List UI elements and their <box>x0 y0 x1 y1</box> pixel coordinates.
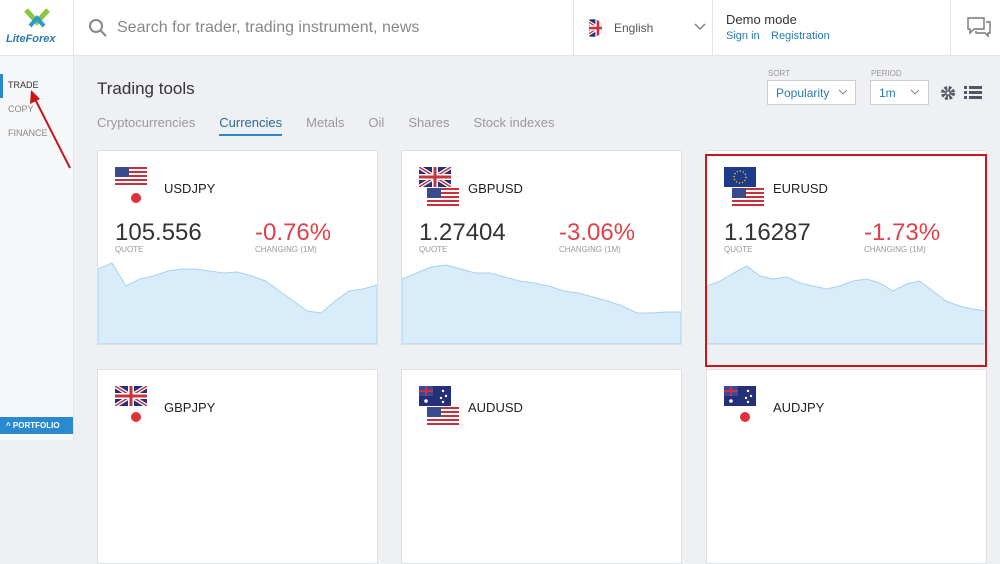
currency-flags <box>115 167 149 208</box>
instrument-card[interactable]: GBPUSD 1.27404 QUOTE -3.06% CHANGING (1M… <box>401 150 682 345</box>
divider <box>712 0 713 55</box>
change-label: CHANGING (1M) <box>255 245 317 254</box>
divider <box>950 0 951 55</box>
sparkline <box>98 262 377 344</box>
currency-flags <box>419 386 459 427</box>
sign-in-link[interactable]: Sign in <box>726 30 760 42</box>
search-input[interactable]: Search for trader, trading instrument, n… <box>117 19 420 36</box>
nav-item[interactable]: TRADE <box>8 80 39 90</box>
quote: 1.27404 <box>419 219 506 246</box>
period-select[interactable]: 1m <box>870 80 929 105</box>
period-label: PERIOD <box>871 69 902 78</box>
symbol: EURUSD <box>773 181 828 196</box>
sparkline-area <box>98 262 377 344</box>
chevron <box>694 23 706 30</box>
instrument-card[interactable]: USDJPY 105.556 QUOTE -0.76% CHANGING (1M… <box>97 150 378 345</box>
tab[interactable]: Shares <box>408 115 450 130</box>
sort-label: SORT <box>768 69 791 78</box>
nav-item[interactable]: COPY <box>8 104 34 114</box>
top-bar: LiteForex Search for trader, trading ins… <box>0 0 1000 56</box>
list-view-button[interactable] <box>964 85 982 101</box>
quote: 1.16287 <box>724 219 811 246</box>
change-label: CHANGING (1M) <box>864 245 926 254</box>
currency-flags <box>115 386 149 427</box>
symbol: AUDUSD <box>468 400 523 415</box>
portfolio-label: PORTFOLIO <box>12 421 60 430</box>
instrument-card[interactable]: AUDJPY <box>706 369 987 564</box>
tab[interactable]: Currencies <box>219 115 283 136</box>
tab[interactable]: Oil <box>368 115 385 130</box>
chevron <box>910 89 920 95</box>
currency-flags <box>419 167 459 208</box>
annotation-arrow <box>30 90 71 169</box>
divider <box>73 0 74 55</box>
account-status: Demo mode <box>726 12 797 27</box>
sparkline-area <box>402 264 681 344</box>
language-flag <box>589 19 607 37</box>
registration-link[interactable]: Registration <box>771 30 830 42</box>
symbol: AUDJPY <box>773 400 825 415</box>
language-select[interactable]: English <box>614 21 654 35</box>
symbol: GBPJPY <box>164 400 216 415</box>
sparkline <box>707 265 986 344</box>
logo[interactable]: LiteForex <box>6 33 56 45</box>
change: -3.06% <box>559 219 636 246</box>
sort-select[interactable]: Popularity <box>767 80 856 105</box>
quote: 105.556 <box>115 219 202 246</box>
instrument-card[interactable]: GBPJPY <box>97 369 378 564</box>
active-indicator <box>0 74 3 98</box>
logo-icon <box>24 8 50 28</box>
search-icon <box>89 19 107 37</box>
tab[interactable]: Metals <box>306 115 345 130</box>
divider <box>573 0 574 55</box>
change: -0.76% <box>255 219 332 246</box>
sort-value: Popularity <box>776 86 830 100</box>
sparkline <box>402 264 681 344</box>
tab[interactable]: Stock indexes <box>473 115 555 130</box>
currency-flags <box>724 386 758 427</box>
settings-button[interactable] <box>939 84 957 102</box>
tab[interactable]: Cryptocurrencies <box>97 115 196 130</box>
change: -1.73% <box>864 219 941 246</box>
sparkline-area <box>707 265 986 344</box>
quote-label: QUOTE <box>419 245 448 254</box>
nav-item[interactable]: FINANCE <box>8 128 48 138</box>
tab-bar: Cryptocurrencies Currencies Metals Oil S… <box>97 115 578 136</box>
quote-label: QUOTE <box>115 245 144 254</box>
change-label: CHANGING (1M) <box>559 245 621 254</box>
instrument-card[interactable]: EURUSD 1.16287 QUOTE -1.73% CHANGING (1M… <box>706 150 987 345</box>
chat-button[interactable] <box>966 16 992 38</box>
instrument-card[interactable]: AUDUSD <box>401 369 682 564</box>
highlight-box <box>705 154 987 367</box>
sidebar: TRADE COPY FINANCE ^ PORTFOLIO <box>0 56 74 440</box>
portfolio-button[interactable]: ^ PORTFOLIO <box>0 417 73 434</box>
page-title: Trading tools <box>97 79 195 98</box>
period-value: 1m <box>879 86 896 100</box>
symbol: GBPUSD <box>468 181 523 196</box>
symbol: USDJPY <box>164 181 216 196</box>
chevron <box>838 89 848 95</box>
quote-label: QUOTE <box>724 245 753 254</box>
